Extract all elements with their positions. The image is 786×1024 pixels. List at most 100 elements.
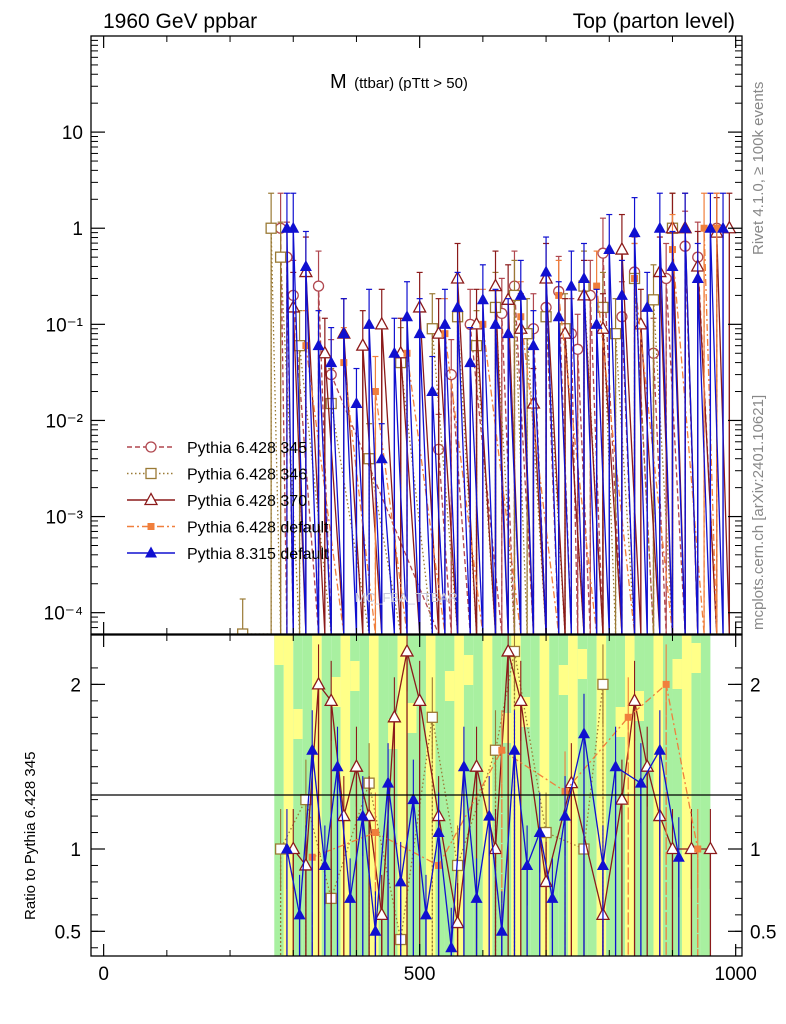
plot-title-main: M [330,71,347,93]
ratio-point [432,826,445,838]
data-point [552,310,565,322]
ratio-point [300,793,312,806]
legend: Pythia 6.428 345 Pythia 6.428 346 Pythia 6… [127,440,329,563]
legend-entry: Pythia 6.428 345 [127,440,307,457]
plot-title-sub: (ttbar) (pTtt > 50) [354,75,468,92]
ratio-point [672,850,685,862]
ratio-point [513,692,528,706]
ratio-point [457,760,470,772]
data-point [312,280,325,292]
ratio-point [627,692,642,706]
data-point [287,221,300,233]
ratio-point [533,826,546,838]
data-point [572,343,584,355]
data-point [388,346,401,358]
ratio-y-tick-label: 2 [70,675,81,696]
data-point [312,339,325,351]
ratio-line-1 [292,651,712,956]
data-point [666,259,679,271]
ratio-point [597,678,609,691]
data-point [426,385,439,397]
ratio-point [371,829,379,837]
ratio-point [546,891,559,903]
ratio-series-3 [280,693,685,956]
data-point [557,325,573,339]
data-point [609,328,622,340]
data-point [641,300,654,312]
data-point [577,271,590,283]
data-point [438,317,451,329]
legend-label: Pythia 6.428 345 [187,440,307,457]
x-tick-label: 1000 [715,964,757,985]
ratio-point [387,709,402,723]
legend-entry: Pythia 6.428 default [127,520,329,537]
ratio-point [426,711,438,723]
data-point [691,271,704,283]
data-point [713,224,721,232]
ratio-point [356,809,369,821]
ratio-point [394,875,407,887]
ratio-point [694,845,702,853]
data-point [565,279,578,291]
data-point [489,317,502,329]
ratio-point [653,743,666,755]
data-point [325,356,338,368]
data-point [401,310,414,322]
y-tick-label: 10⁻⁴ [44,604,83,625]
data-point [299,259,312,271]
energy-label: 1960 GeV ppbar [103,10,257,33]
data-point [593,282,601,290]
data-point [700,224,708,232]
x-tick-label: 0 [98,964,109,985]
data-point [274,251,287,263]
data-point [647,294,660,306]
ratio-point [521,858,534,870]
ratio-point [412,692,427,706]
ratio-point [498,746,506,754]
ratio-point [469,758,484,772]
plot-title: M (ttbar) (pTtt > 50) [330,71,468,93]
data-point [350,397,363,409]
ratio-point [470,891,483,903]
data-point [653,221,666,233]
x-tick-label: 500 [404,964,436,985]
ratio-point [331,760,344,772]
data-point [527,339,540,351]
ratio-point [508,743,521,755]
ratio-point [624,713,632,721]
ratio-point [501,643,516,657]
y-tick-label: 10⁻¹ [46,315,84,336]
ratio-point [665,841,680,855]
ratio-point [662,680,670,688]
data-point [704,221,717,233]
legend-entry: Pythia 8.315 default [127,546,329,563]
legend-label: Pythia 6.428 370 [187,493,307,510]
data-point [628,226,641,238]
ratio-point [336,808,351,822]
ratio-point [399,643,415,657]
legend-swatch-marker [145,546,157,558]
data-point [337,327,350,339]
data-point [445,368,457,381]
ratio-point [349,758,364,772]
ratio-y-tick-label-right: 2 [750,675,761,696]
legend-swatch-marker [145,467,157,480]
legend-swatch-marker [143,492,159,506]
legend-entry: Pythia 6.428 346 [127,467,307,484]
ratio-point [445,941,458,953]
ratio-point [559,809,572,821]
ratio-point [407,793,420,805]
mcplots-reference-label: mcplots.cern.ch [arXiv:2401.10621] [750,395,767,630]
legend-swatch-marker [145,441,157,453]
data-point [615,288,628,300]
y-tick-label: 10⁻³ [46,508,84,529]
main-plot-frame [90,35,743,635]
data-point [451,300,464,312]
ratio-point [369,924,382,936]
y-tick-label: 1 [72,219,83,240]
data-point [237,628,249,634]
ratio-point [495,924,508,936]
data-point [603,243,616,255]
data-point [590,317,603,329]
